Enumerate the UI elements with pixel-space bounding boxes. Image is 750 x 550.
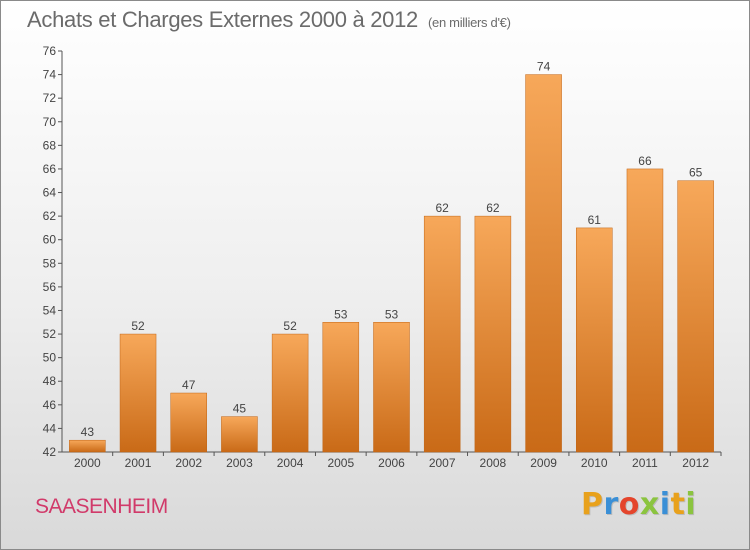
x-tick-label: 2003 <box>226 456 253 470</box>
y-tick-label: 68 <box>43 138 57 152</box>
x-tick-label: 2006 <box>378 456 405 470</box>
y-tick-label: 72 <box>43 91 57 105</box>
unit-label: (en milliers d'€) <box>427 15 511 30</box>
bar-2002 <box>170 392 207 453</box>
bar-2011 <box>626 168 664 453</box>
data-label-2010: 61 <box>588 213 602 227</box>
data-label-2001: 52 <box>131 319 145 333</box>
x-tick-label: 2002 <box>175 456 202 470</box>
bar-2003 <box>221 416 258 453</box>
y-tick-label: 46 <box>43 398 57 412</box>
data-label-2012: 65 <box>689 166 703 180</box>
y-tick-label: 56 <box>43 280 57 294</box>
axes: 42 44 46 48 50 52 54 56 58 60 62 64 66 68 70 72 74 76 2000… <box>43 44 722 470</box>
x-tick-label: 2004 <box>277 456 304 470</box>
proxiti-logo[interactable]: Proxiti <box>581 487 696 522</box>
logo-letter: i <box>685 487 697 522</box>
x-tick-label: 2007 <box>429 456 456 470</box>
y-tick-label: 64 <box>43 186 57 200</box>
y-tick-label: 66 <box>43 162 57 176</box>
bar-2012 <box>677 180 714 453</box>
bar-2001 <box>119 333 157 453</box>
data-label-2002: 47 <box>182 378 196 392</box>
y-tick-label: 48 <box>43 374 57 388</box>
data-label-2011: 66 <box>638 154 652 168</box>
x-tick-label: 2008 <box>480 456 507 470</box>
commune-name: SAASENHEIM <box>35 495 168 518</box>
logo-letter: t <box>670 487 686 522</box>
y-tick-label: 52 <box>43 327 57 341</box>
y-tick-label: 62 <box>43 209 57 223</box>
logo-letter: o <box>618 487 640 522</box>
y-tick-label: 42 <box>43 445 57 459</box>
y-tick-label: 58 <box>43 256 57 270</box>
y-tick-label: 76 <box>43 44 57 58</box>
x-tick-label: 2012 <box>682 456 709 470</box>
logo-letter: x <box>639 487 660 522</box>
data-label-2004: 52 <box>283 319 297 333</box>
y-tick-label: 74 <box>43 68 57 82</box>
data-label-2000: 43 <box>81 425 95 439</box>
x-tick-label: 2001 <box>125 456 152 470</box>
bar-2008 <box>474 215 512 453</box>
y-tick-label: 44 <box>43 421 57 435</box>
y-tick-label: 70 <box>43 115 57 129</box>
data-label-2003: 45 <box>233 402 247 416</box>
y-tick-label: 54 <box>43 303 57 317</box>
logo-letter: P <box>581 487 604 522</box>
bars <box>69 74 714 453</box>
bar-2006 <box>373 322 410 453</box>
x-tick-label: 2000 <box>74 456 101 470</box>
data-label-2005: 53 <box>334 307 348 321</box>
logo-letter: i <box>659 487 671 522</box>
bar-2005 <box>322 322 360 453</box>
x-tick-label: 2011 <box>632 456 658 470</box>
chart-title: Achats et Charges Externes 2000 à 2012 (e… <box>27 7 511 33</box>
bar-2004 <box>271 333 309 453</box>
title-text: Achats et Charges Externes 2000 à 2012 <box>27 7 418 32</box>
data-label-2007: 62 <box>436 201 450 215</box>
y-tick-label: 50 <box>43 351 57 365</box>
data-label-2009: 74 <box>537 60 551 74</box>
bar-2010 <box>576 227 613 453</box>
x-tick-label: 2010 <box>581 456 608 470</box>
bar-2009 <box>525 74 562 453</box>
x-tick-label: 2005 <box>327 456 354 470</box>
y-tick-label: 60 <box>43 233 57 247</box>
data-labels: 43 52 47 45 52 53 53 62 62 74 61 66 65 <box>81 60 703 440</box>
x-tick-label: 2009 <box>530 456 557 470</box>
logo-letter: r <box>603 487 619 522</box>
bar-2000 <box>69 439 106 453</box>
data-label-2008: 62 <box>486 201 500 215</box>
bar-2007 <box>423 215 461 453</box>
data-label-2006: 53 <box>385 307 399 321</box>
